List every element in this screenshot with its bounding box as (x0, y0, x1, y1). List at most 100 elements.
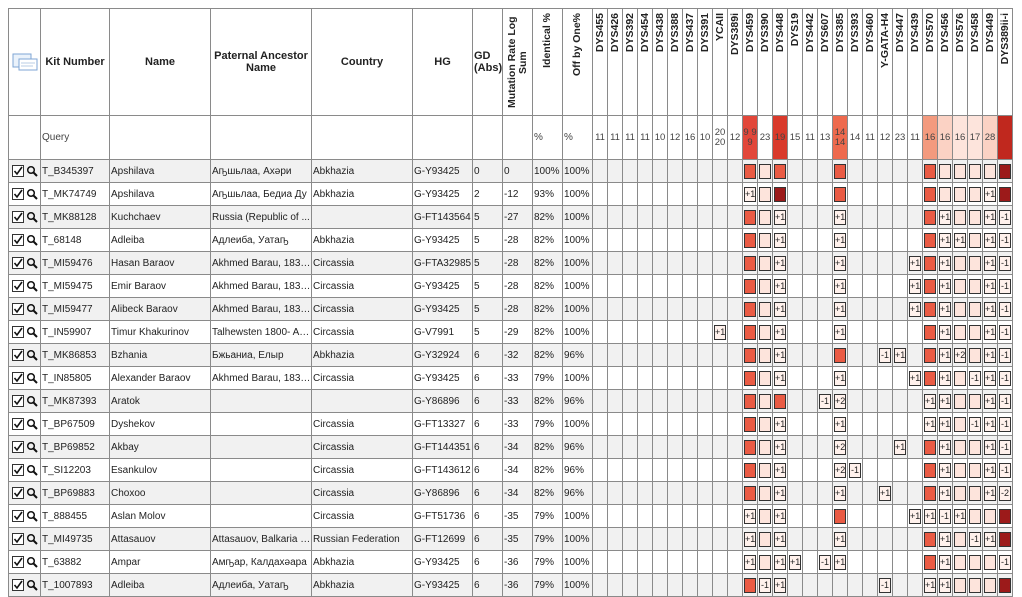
marker-cell: +1 (772, 412, 788, 436)
marker-cell: -1 (877, 343, 893, 367)
marker-box: +1 (984, 347, 996, 363)
checkbox[interactable] (12, 326, 24, 338)
marker-cell (847, 504, 863, 528)
marker-box (924, 462, 936, 478)
checkbox[interactable] (12, 303, 24, 315)
marker-cell (667, 159, 683, 183)
cell: 100% (562, 550, 593, 574)
marker-box (999, 531, 1011, 547)
search-icon (26, 510, 38, 522)
marker-cell (877, 159, 893, 183)
marker-cell (592, 481, 608, 505)
search-button[interactable] (24, 464, 38, 476)
marker-cell (907, 412, 923, 436)
marker-box: -1 (999, 462, 1011, 478)
marker-cell (652, 274, 668, 298)
marker-box: -1 (999, 232, 1011, 248)
marker-cell (922, 458, 938, 482)
search-button[interactable] (24, 165, 38, 177)
checkbox[interactable] (12, 418, 24, 430)
marker-cell (892, 228, 908, 252)
search-button[interactable] (24, 395, 38, 407)
search-button[interactable] (24, 326, 38, 338)
marker-cell (802, 159, 818, 183)
marker-cell (727, 389, 743, 413)
checkbox[interactable] (12, 165, 24, 177)
checkbox[interactable] (12, 257, 24, 269)
search-button[interactable] (24, 280, 38, 292)
marker-cell (922, 481, 938, 505)
marker-cell: -1 (937, 504, 953, 528)
checkbox[interactable] (12, 372, 24, 384)
cell: -27 (502, 205, 533, 229)
checkbox[interactable] (12, 211, 24, 223)
query-cell: Query (40, 115, 110, 160)
marker-box: +1 (774, 278, 786, 294)
header-cell: Identical % (532, 8, 563, 116)
marker-cell: +1 (937, 251, 953, 275)
marker-cell (877, 251, 893, 275)
cell: T_MK88128 (40, 205, 110, 229)
search-button[interactable] (24, 257, 38, 269)
marker-cell: -1 (997, 550, 1013, 574)
header-cell: DYS456 (937, 8, 953, 116)
marker-cell (877, 182, 893, 206)
checkbox[interactable] (12, 349, 24, 361)
search-button[interactable] (24, 418, 38, 430)
checkbox[interactable] (12, 234, 24, 246)
marker-box: +2 (834, 393, 846, 409)
search-button[interactable] (24, 487, 38, 499)
checkbox[interactable] (12, 579, 24, 591)
checkbox[interactable] (12, 441, 24, 453)
search-button[interactable] (24, 510, 38, 522)
marker-box (969, 163, 981, 179)
search-button[interactable] (24, 188, 38, 200)
marker-cell (802, 343, 818, 367)
search-button[interactable] (24, 579, 38, 591)
search-button[interactable] (24, 533, 38, 545)
query-marker: 12 (727, 115, 743, 160)
header-label: DYS448 (773, 13, 786, 53)
checkbox[interactable] (12, 280, 24, 292)
marker-box: -1 (879, 577, 891, 593)
header-label: Y-GATA-H4 (878, 13, 891, 69)
checkbox[interactable] (12, 533, 24, 545)
marker-box (759, 301, 771, 317)
marker-box (969, 186, 981, 202)
query-cell (109, 115, 211, 160)
cell: Abkhazia (311, 550, 413, 574)
marker-cell (922, 182, 938, 206)
marker-cell (607, 251, 623, 275)
marker-cell (877, 412, 893, 436)
header-label: DYS438 (653, 13, 666, 53)
cell: T_888455 (40, 504, 110, 528)
checkbox[interactable] (12, 464, 24, 476)
marker-cell: +1 (877, 481, 893, 505)
checkbox[interactable] (12, 556, 24, 568)
cell: 82% (532, 251, 563, 275)
cell: 5 (472, 297, 503, 321)
marker-box (969, 577, 981, 593)
checkbox[interactable] (12, 487, 24, 499)
query-cell (412, 115, 473, 160)
search-button[interactable] (24, 303, 38, 315)
marker-box (759, 462, 771, 478)
search-button[interactable] (24, 349, 38, 361)
marker-box (954, 416, 966, 432)
marker-cell (847, 412, 863, 436)
cell: T_MK87393 (40, 389, 110, 413)
marker-cell (682, 527, 698, 551)
cell: Akhmed Barau, 183… (210, 251, 312, 275)
search-button[interactable] (24, 372, 38, 384)
search-button[interactable] (24, 211, 38, 223)
result-row: T_MI49735 Attasauov Attasauov, Balkaria … R… (8, 527, 1013, 551)
query-marker: 11 (607, 115, 623, 160)
search-button[interactable] (24, 556, 38, 568)
marker-box (759, 531, 771, 547)
search-button[interactable] (24, 441, 38, 453)
checkbox[interactable] (12, 395, 24, 407)
marker-cell: +1 (742, 504, 758, 528)
search-button[interactable] (24, 234, 38, 246)
checkbox[interactable] (12, 510, 24, 522)
checkbox[interactable] (12, 188, 24, 200)
